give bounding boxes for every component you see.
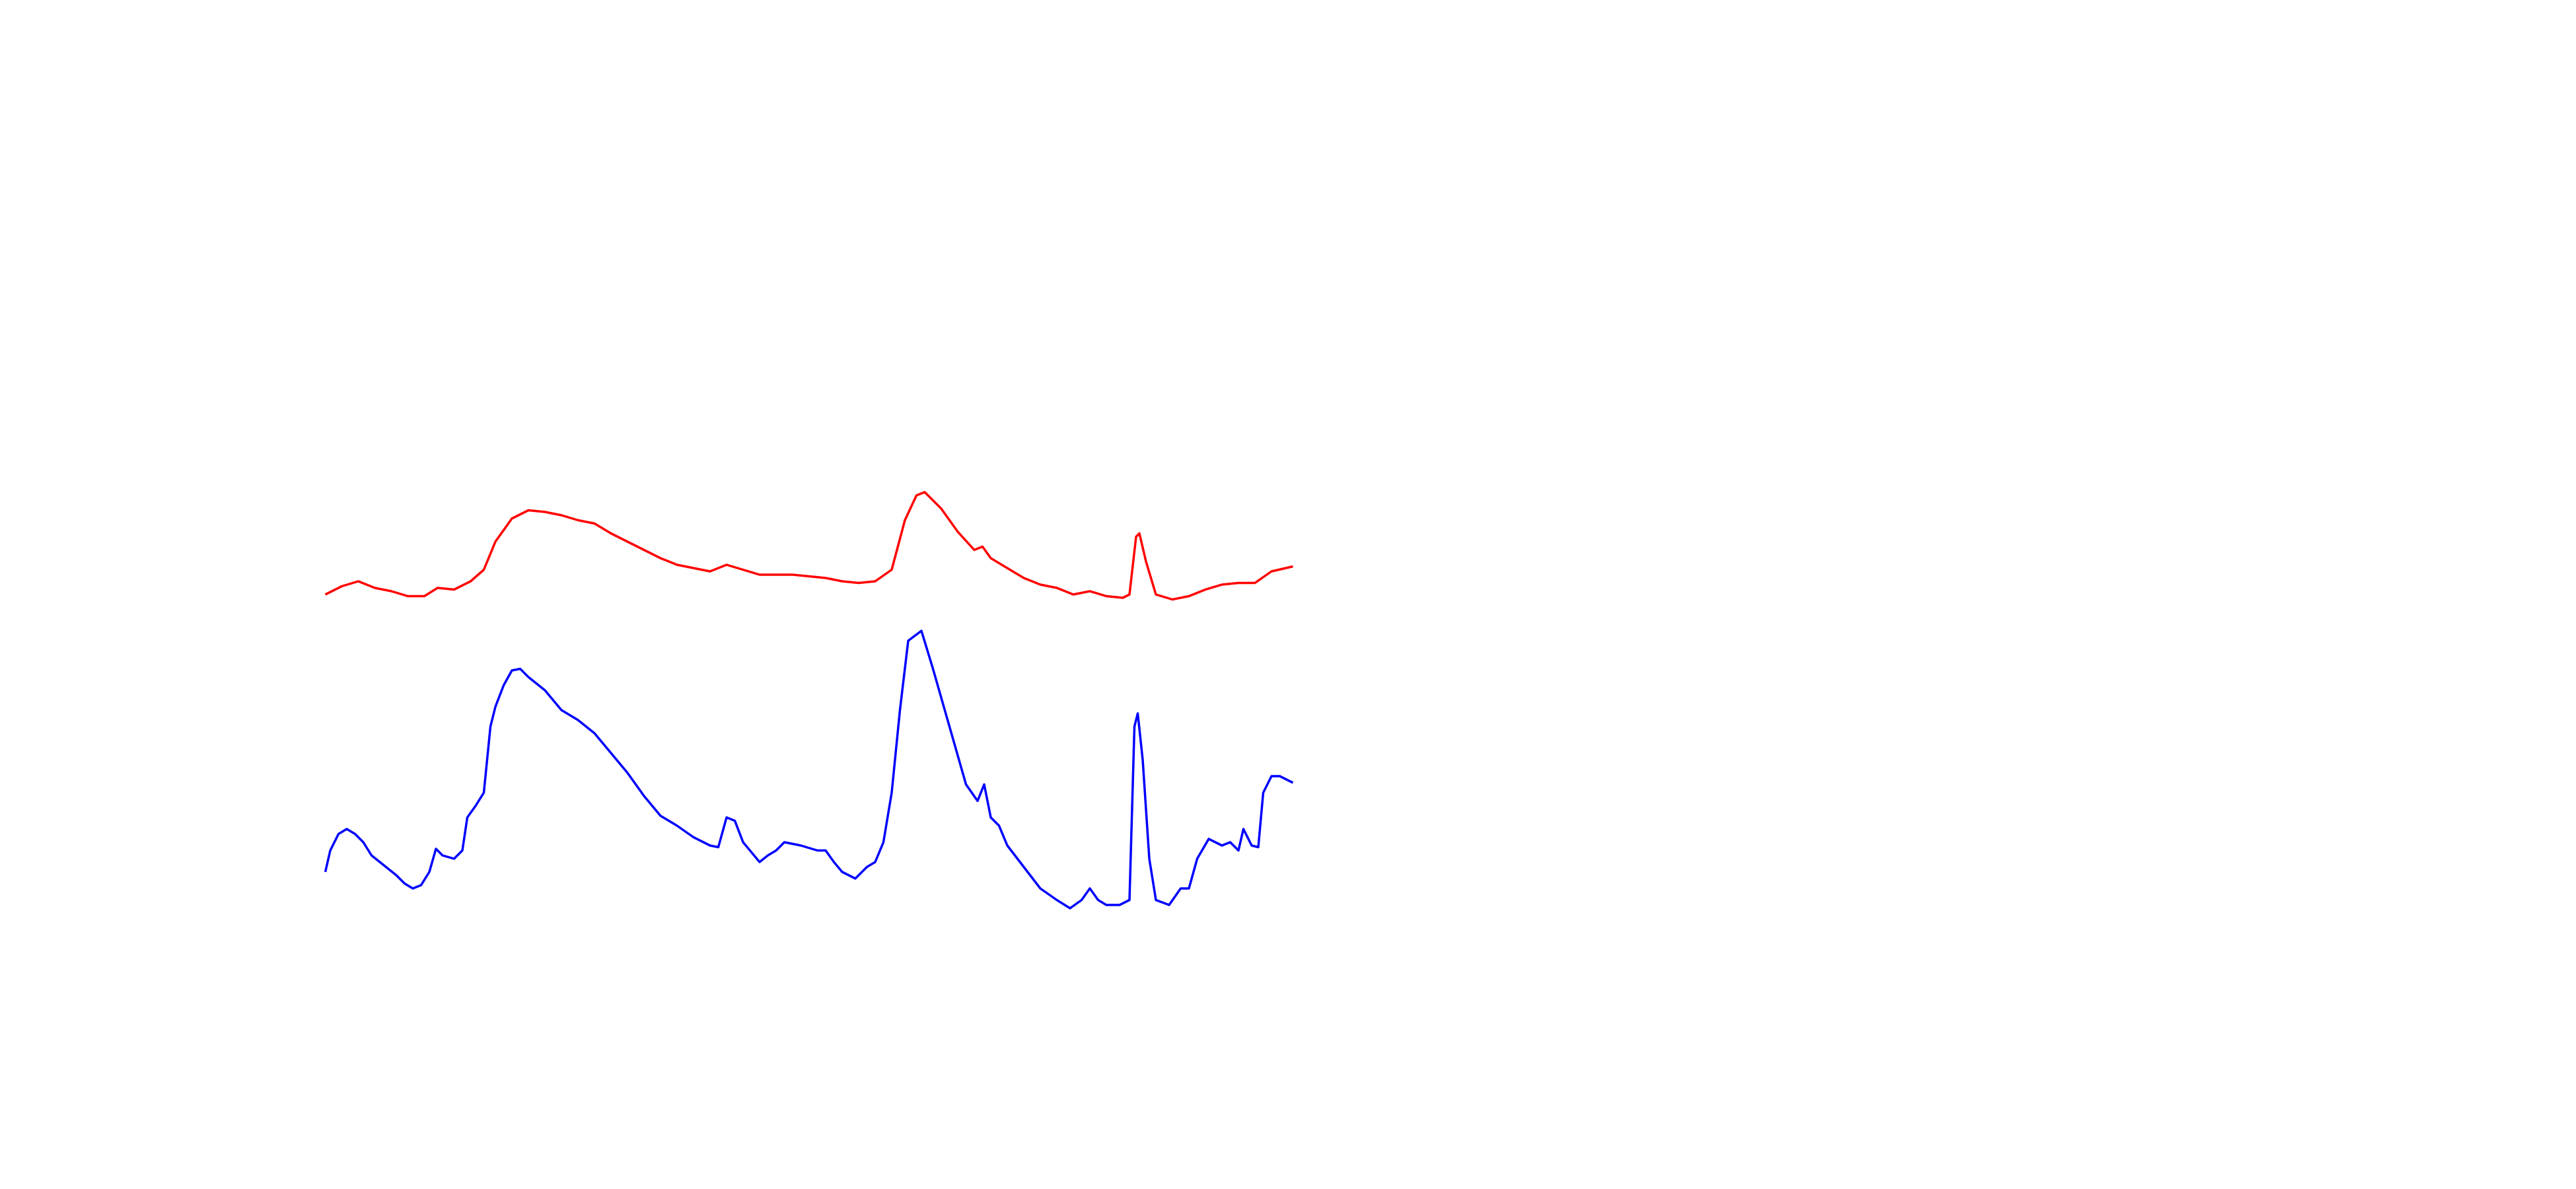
line-series bbox=[324, 491, 1293, 601]
line-series bbox=[324, 630, 1294, 910]
